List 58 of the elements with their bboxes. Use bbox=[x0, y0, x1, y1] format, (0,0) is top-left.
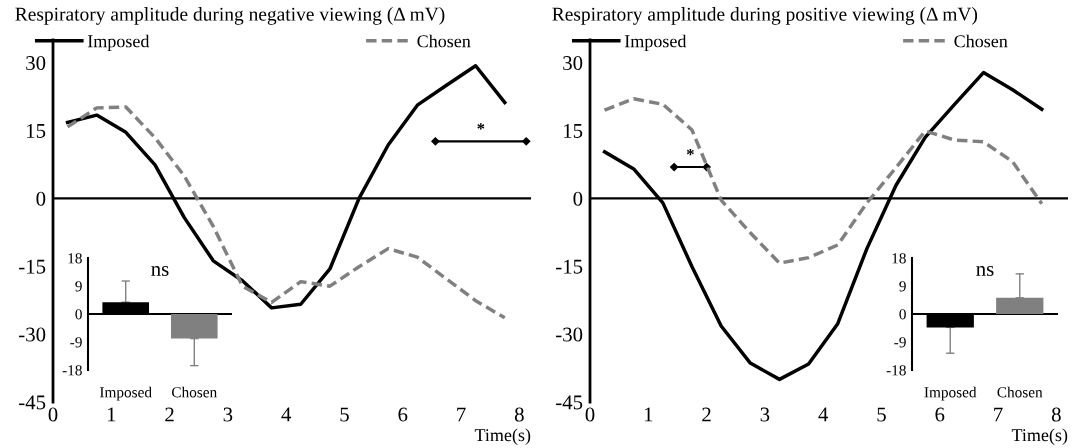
x-tick-label: Chosen bbox=[997, 386, 1043, 398]
x-tick-label: 6 bbox=[398, 407, 408, 422]
annotation: * bbox=[686, 148, 694, 156]
y-tick-label: 18 bbox=[68, 253, 82, 264]
x-tick-label: 3 bbox=[760, 407, 770, 422]
x-tick-label: 0 bbox=[585, 407, 595, 422]
x-tick-label: 3 bbox=[223, 407, 233, 422]
line-series bbox=[602, 97, 1044, 265]
y-tick-label: -45 bbox=[19, 395, 46, 410]
x-tick-label: 7 bbox=[994, 407, 1003, 422]
y-tick-label: 15 bbox=[27, 123, 46, 138]
x-tick-label: 2 bbox=[702, 407, 711, 422]
chart-title: Respiratory amplitude during positive viewing (Δ mV) bbox=[552, 7, 978, 25]
x-tick-label: 2 bbox=[165, 407, 174, 422]
y-tick-label: -30 bbox=[556, 327, 583, 342]
x-tick-label: 4 bbox=[281, 407, 292, 422]
x-tick-label: 6 bbox=[935, 407, 945, 422]
y-tick-label: 15 bbox=[564, 123, 583, 138]
x-tick-label: 8 bbox=[1051, 407, 1061, 422]
y-tick-label: -18 bbox=[62, 365, 82, 376]
y-tick-label: 0 bbox=[899, 309, 906, 320]
y-tick-label: 30 bbox=[563, 56, 583, 71]
y-tick-label: -9 bbox=[894, 337, 906, 348]
line-series bbox=[65, 105, 507, 320]
x-tick-label: 8 bbox=[514, 407, 524, 422]
y-tick-label: -45 bbox=[556, 395, 583, 410]
annotation: ns bbox=[976, 266, 994, 277]
y-tick-label: -15 bbox=[19, 259, 46, 274]
x-tick-label: Imposed bbox=[924, 386, 977, 401]
y-tick-label: -18 bbox=[886, 365, 906, 376]
y-tick-label: -9 bbox=[70, 337, 82, 348]
x-tick-label: 7 bbox=[457, 407, 466, 422]
legend-label: Chosen bbox=[417, 34, 471, 48]
x-tick-label: 0 bbox=[48, 407, 58, 422]
x-tick-label: 5 bbox=[340, 407, 349, 422]
x-tick-label: 1 bbox=[644, 407, 653, 422]
x-tick-label: Chosen bbox=[172, 386, 217, 398]
y-tick-label: 30 bbox=[26, 56, 46, 71]
y-tick-label: -15 bbox=[556, 259, 583, 274]
y-tick-label: 0 bbox=[36, 191, 46, 206]
chart-title: Respiratory amplitude during negative viewing (Δ mV) bbox=[15, 7, 445, 25]
annotation: ns bbox=[151, 266, 169, 277]
x-tick-label: 1 bbox=[107, 407, 116, 422]
legend-label: Imposed bbox=[624, 34, 687, 52]
x-tick-label: Imposed bbox=[99, 386, 152, 401]
x-tick-label: 5 bbox=[877, 407, 886, 422]
y-tick-label: 0 bbox=[573, 191, 583, 206]
y-tick-label: -30 bbox=[19, 327, 46, 342]
y-tick-label: 9 bbox=[75, 281, 82, 292]
y-tick-label: 0 bbox=[75, 309, 82, 320]
x-axis-title: Time(s) bbox=[1011, 428, 1068, 445]
y-tick-label: 18 bbox=[892, 253, 906, 264]
legend-label: Imposed bbox=[87, 34, 150, 52]
x-tick-label: 4 bbox=[818, 407, 829, 422]
annotation: * bbox=[477, 123, 485, 130]
y-tick-label: 9 bbox=[899, 281, 906, 292]
legend-label: Chosen bbox=[954, 34, 1008, 48]
x-axis-title: Time(s) bbox=[474, 428, 531, 445]
